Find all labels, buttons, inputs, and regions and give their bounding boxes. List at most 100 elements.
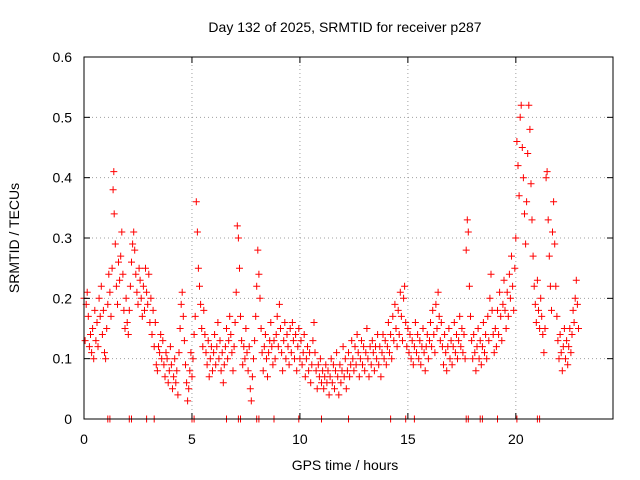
data-point (509, 282, 517, 290)
data-point (382, 361, 390, 369)
data-point (94, 343, 102, 351)
data-point (496, 288, 504, 296)
data-point (568, 331, 576, 338)
data-point (302, 355, 310, 363)
data-point (175, 349, 183, 357)
data-point (142, 264, 149, 272)
data-point (145, 270, 153, 278)
data-point (295, 325, 303, 332)
data-point (92, 337, 100, 345)
data-point (336, 361, 344, 369)
data-point (149, 306, 157, 314)
data-point (516, 113, 524, 121)
data-point (132, 270, 140, 278)
data-point (556, 331, 564, 338)
data-point (271, 355, 279, 363)
data-point (273, 312, 281, 320)
data-point (443, 367, 451, 375)
data-point (103, 325, 111, 332)
data-point (368, 337, 376, 345)
data-point (164, 379, 172, 387)
data-point (310, 319, 318, 326)
data-point (193, 228, 201, 236)
data-point (334, 373, 342, 381)
data-point (434, 288, 442, 296)
data-point (192, 198, 200, 206)
data-point (459, 349, 467, 357)
data-point (526, 125, 534, 133)
data-point (153, 367, 161, 375)
data-point (470, 331, 478, 338)
data-point (474, 325, 482, 332)
data-point (218, 349, 226, 357)
data-point (379, 331, 387, 338)
data-point (89, 325, 97, 332)
data-point (442, 349, 450, 357)
data-point (380, 355, 388, 363)
data-point (210, 349, 218, 357)
x-tick-label: 0 (80, 431, 88, 447)
data-point (517, 101, 525, 109)
data-point (231, 319, 239, 326)
data-point (214, 319, 222, 326)
data-point (284, 343, 292, 351)
data-point (532, 319, 540, 326)
data-point (105, 270, 113, 278)
data-point (386, 349, 393, 357)
data-point (255, 270, 263, 278)
data-point (441, 331, 449, 338)
data-point (194, 264, 202, 272)
data-point (174, 391, 182, 399)
data-point (173, 367, 181, 375)
y-tick-label: 0.2 (53, 290, 73, 306)
data-point (268, 343, 276, 351)
data-point (505, 270, 513, 278)
data-point (440, 361, 447, 369)
data-point (182, 361, 189, 369)
x-axis-title: GPS time / hours (292, 457, 399, 473)
data-point (548, 306, 555, 314)
data-point (392, 325, 400, 332)
data-point (213, 343, 221, 351)
y-tick-label: 0.6 (53, 49, 73, 65)
data-point (320, 385, 328, 393)
data-point (129, 240, 137, 248)
data-point (84, 312, 92, 320)
data-point (282, 355, 290, 363)
data-point (299, 349, 307, 357)
data-point (198, 325, 206, 332)
data-point (457, 343, 465, 351)
data-point (553, 312, 561, 320)
data-point (280, 337, 288, 345)
data-point (176, 325, 184, 332)
data-point (402, 319, 410, 326)
data-point (538, 312, 546, 320)
data-point (396, 288, 404, 296)
data-point (206, 355, 214, 363)
data-point (527, 180, 535, 188)
data-point (169, 385, 176, 393)
data-point (465, 282, 473, 290)
data-point (139, 282, 147, 290)
data-point (557, 349, 565, 357)
data-point (521, 210, 528, 218)
y-tick-label: 0.5 (53, 109, 73, 125)
data-point (197, 300, 205, 308)
data-point (543, 168, 551, 176)
data-point (404, 325, 412, 332)
data-point (506, 294, 514, 302)
data-point (138, 312, 146, 320)
data-point (237, 312, 244, 320)
data-point (486, 294, 494, 302)
data-point (106, 288, 114, 296)
data-point (253, 282, 261, 290)
data-point (446, 355, 454, 363)
data-point (98, 331, 106, 338)
data-point (328, 379, 336, 387)
data-point (104, 300, 112, 308)
data-point (541, 325, 549, 332)
data-point (508, 252, 515, 260)
data-point (209, 367, 216, 375)
data-point (224, 355, 232, 363)
data-point (335, 391, 343, 399)
